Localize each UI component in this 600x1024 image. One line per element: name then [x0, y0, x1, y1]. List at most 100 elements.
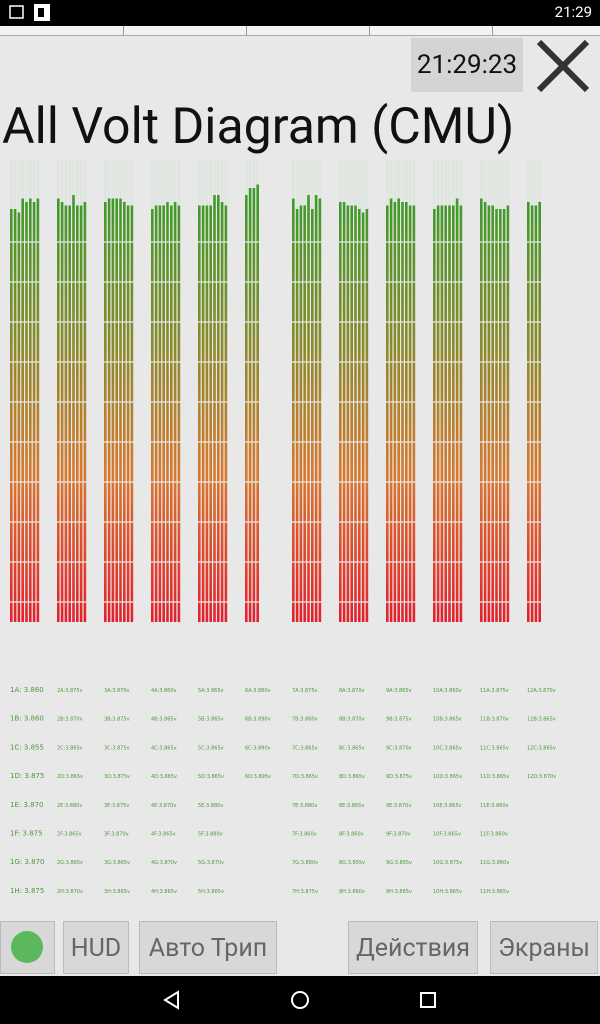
- cell-label: 12A:3.870v: [527, 688, 556, 694]
- cell-label: 5E:3.880v: [198, 803, 223, 809]
- actions-button[interactable]: Действия: [348, 921, 478, 974]
- cell-bar: [111, 198, 115, 622]
- cell-label: 8E:3.865v: [339, 803, 364, 809]
- trip-button[interactable]: Авто Трип: [139, 921, 277, 974]
- cell-label: 7C:3.865v: [292, 745, 318, 751]
- cell-label: 6A:3.880v: [245, 688, 271, 694]
- cell-label: 5D:3.865v: [198, 774, 224, 780]
- cell-label: 1G: 3.870: [10, 858, 45, 866]
- cell-label: 11G:3.860v: [480, 860, 509, 866]
- cell-label: 7H:3.875v: [292, 889, 318, 895]
- cell-label: 7A:3.875v: [292, 688, 318, 694]
- cell-label: 2D:3.865v: [57, 774, 83, 780]
- cell-bar: [436, 205, 440, 622]
- cell-bar: [115, 198, 118, 622]
- status-time: 21:29: [554, 3, 592, 21]
- cell-label: 3D:3.875v: [104, 774, 130, 780]
- cell-bar: [25, 202, 28, 622]
- nav-bar: [0, 976, 600, 1024]
- cell-bar: [36, 198, 40, 622]
- cell-bar: [491, 205, 494, 622]
- cell-bar: [21, 198, 24, 622]
- status-icons: [9, 4, 50, 21]
- cell-label: 1E: 3.870: [10, 801, 44, 809]
- cell-bar: [459, 205, 463, 622]
- cell-label: 5G:3.870v: [198, 860, 224, 866]
- cell-bar: [480, 198, 483, 622]
- cell-bar: [248, 188, 252, 622]
- cell-bar: [123, 202, 126, 622]
- cell-label: 1F: 3.875: [10, 830, 43, 838]
- cell-bar: [433, 209, 436, 622]
- cell-bar: [506, 205, 510, 622]
- screens-button[interactable]: Экраны: [490, 921, 598, 974]
- cell-label: 9C:3.870v: [386, 745, 412, 751]
- cell-bar: [448, 205, 451, 622]
- cell-bar: [307, 195, 310, 622]
- cell-label: 10D:3.865v: [433, 774, 462, 780]
- cell-label: 11E:3.860v: [480, 803, 509, 809]
- cell-bar: [252, 188, 256, 622]
- cell-bar: [57, 198, 60, 622]
- cell-label: 3C:3.875v: [104, 745, 130, 751]
- cell-label: 11H:3.865v: [480, 889, 509, 895]
- cell-bar: [217, 195, 220, 622]
- cell-label: 6B:3.890v: [245, 717, 271, 723]
- close-button[interactable]: [533, 36, 593, 96]
- cell-bar: [303, 205, 306, 622]
- cell-bar: [68, 205, 71, 622]
- cell-bar: [245, 195, 248, 622]
- cell-label: 3F:3.870v: [104, 832, 129, 838]
- cell-label: 3H:3.865v: [104, 889, 130, 895]
- cell-label: 12D:3.870v: [527, 774, 556, 780]
- cell-bar: [393, 202, 397, 622]
- cell-label: 8A:3.870v: [339, 688, 365, 694]
- cell-bar: [311, 209, 314, 622]
- cell-label: 7G:3.880v: [292, 860, 318, 866]
- cell-label: 10H:3.865v: [433, 889, 462, 895]
- cell-bar: [408, 205, 412, 622]
- cell-bar: [365, 209, 369, 622]
- title: All Volt Diagram (CMU): [2, 98, 515, 156]
- cell-bar: [534, 205, 538, 622]
- cell-label: 8B:3.870v: [339, 717, 365, 723]
- cell-bar: [483, 202, 487, 622]
- cell-label: 5B:3.865v: [198, 717, 224, 723]
- cell-label: 2H:3.870v: [57, 889, 83, 895]
- cell-label: 8D:3.865v: [339, 774, 365, 780]
- cell-label: 9E:3.870v: [386, 803, 411, 809]
- hud-button[interactable]: HUD: [63, 921, 129, 974]
- cell-label: 5A:3.865v: [198, 688, 224, 694]
- cell-bar: [151, 209, 154, 622]
- cell-bar: [79, 205, 83, 622]
- clock: 21:29:23: [411, 38, 523, 92]
- cell-bar: [350, 205, 353, 622]
- status-button[interactable]: [0, 921, 55, 974]
- cell-bar: [527, 202, 530, 622]
- cell-bar: [455, 198, 459, 622]
- cell-bar: [17, 212, 21, 622]
- cell-label: 1D: 3.875: [10, 772, 44, 780]
- cell-bar: [166, 202, 169, 622]
- cell-bar: [502, 209, 506, 622]
- cell-label: 10B:3.865v: [433, 717, 462, 723]
- cell-label: 1C: 3.855: [10, 743, 44, 751]
- cell-label: 2C:3.865v: [57, 745, 83, 751]
- cell-label: 5F:3.880v: [198, 832, 223, 838]
- cell-bar: [201, 205, 205, 622]
- status-dot: [11, 931, 43, 963]
- cell-label: 6D:3.895v: [245, 774, 271, 780]
- tab-strip: [0, 26, 600, 36]
- cell-label: 10C:3.865v: [433, 745, 462, 751]
- cell-label: 10G:3.875v: [433, 860, 462, 866]
- cell-label: 2F:3.865v: [57, 832, 82, 838]
- cell-label: 9H:3.865v: [386, 889, 412, 895]
- cell-bar: [205, 205, 209, 622]
- cell-bar: [314, 195, 318, 622]
- cell-bar: [342, 202, 346, 622]
- cell-label: 7D:3.865v: [292, 774, 318, 780]
- cell-label: 9B:3.875v: [386, 717, 412, 723]
- cell-label: 2E:3.880v: [57, 803, 82, 809]
- cell-bar: [224, 205, 228, 622]
- cell-label: 8F:3.860v: [339, 832, 364, 838]
